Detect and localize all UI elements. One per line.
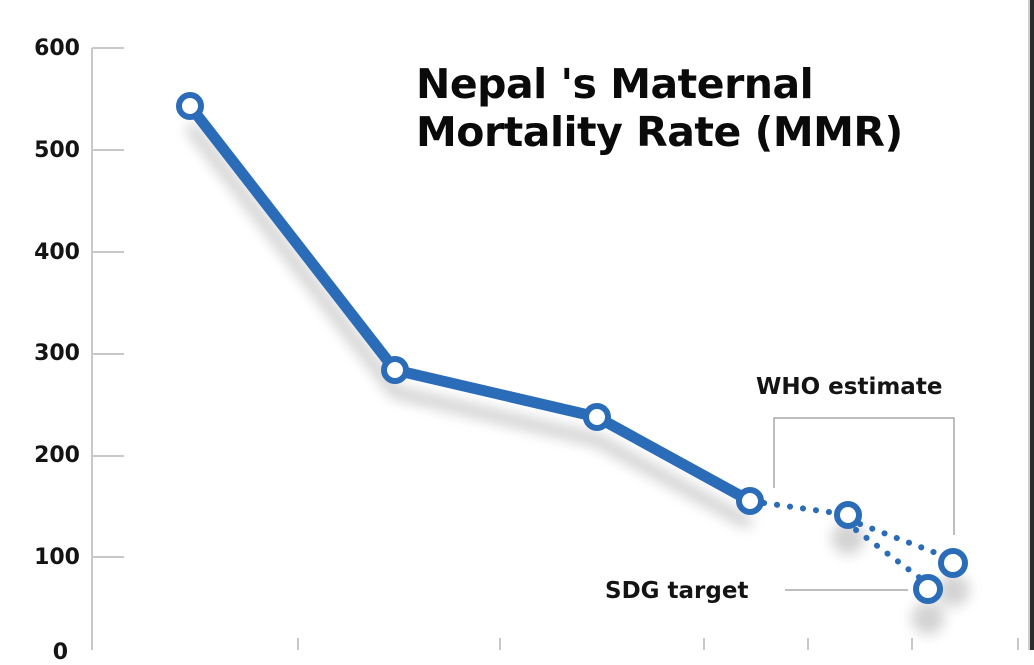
title-line-2: Mortality Rate (MMR): [416, 108, 903, 156]
y-tick-600: 600: [34, 36, 80, 61]
projection-lines: [761, 500, 947, 581]
point-155: [736, 487, 764, 515]
data-markers: [176, 92, 968, 604]
title-line-1: Nepal 's Maternal: [416, 60, 814, 108]
y-tick-300: 300: [34, 341, 80, 366]
chart-canvas: [91, 47, 1019, 650]
mmr-line: [184, 100, 756, 507]
y-tick-400: 400: [34, 240, 80, 265]
x-axis-ticks: [297, 638, 1019, 650]
who-estimate-label: WHO estimate: [756, 374, 943, 400]
y-tick-200: 200: [34, 443, 80, 468]
y-axis: [91, 47, 124, 650]
who-bracket: [773, 417, 955, 535]
point-94: [938, 548, 968, 578]
y-tick-100: 100: [34, 545, 80, 570]
point-237: [583, 403, 611, 431]
point-69: [913, 574, 943, 604]
y-tick-500: 500: [34, 138, 80, 163]
frame-border-light: [1028, 0, 1030, 650]
point-543: [176, 92, 204, 120]
sdg-target-label: SDG target: [605, 578, 749, 604]
point-141: [834, 501, 862, 529]
frame-border: [1030, 0, 1034, 650]
point-283: [381, 356, 409, 384]
chart-title: Nepal 's Maternal Mortality Rate (MMR): [416, 60, 903, 156]
